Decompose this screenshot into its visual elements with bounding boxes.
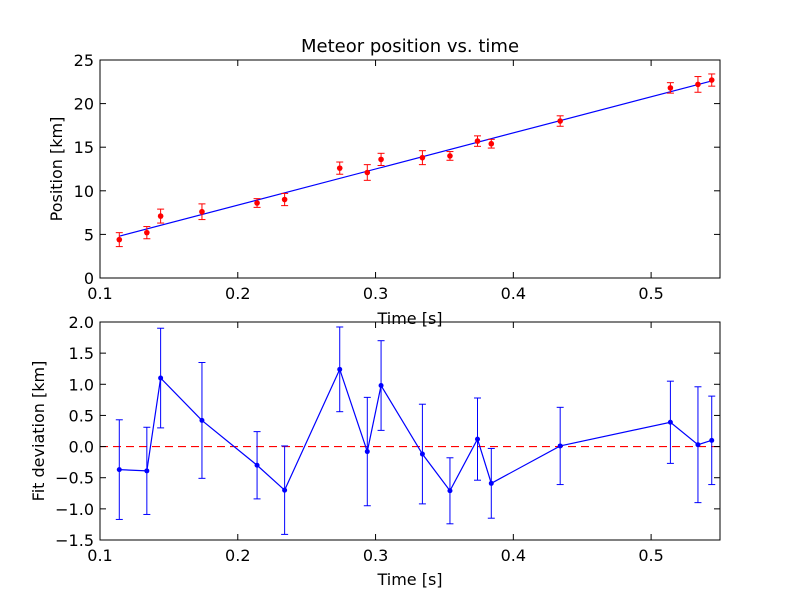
position-data-point — [144, 229, 150, 236]
deviation-data-point — [695, 442, 701, 448]
position-data-point — [474, 138, 481, 144]
position-x-axis-label: Time [s] — [376, 309, 442, 328]
position-x-tick-label: 0.3 — [363, 284, 388, 303]
deviation-data-point — [378, 383, 384, 389]
deviation-data-point — [116, 467, 122, 473]
deviation-data-point — [144, 468, 150, 474]
deviation-y-tick-label: 0.0 — [69, 438, 94, 457]
deviation-y-tick-label: −1.0 — [55, 500, 94, 519]
deviation-x-tick-label: 0.2 — [225, 546, 250, 565]
position-axes-frame — [99, 59, 721, 279]
deviation-y-tick-label: −1.5 — [55, 531, 94, 550]
position-x-tick-label: 0.4 — [501, 284, 526, 303]
position-data-point — [199, 208, 205, 215]
position-x-tick-label: 0.2 — [225, 284, 250, 303]
position-chart: Meteor position vs. time 0.1 0.2 0.3 0.4 0.5… — [47, 36, 721, 328]
position-data-point — [116, 236, 123, 243]
deviation-data-point — [158, 375, 164, 381]
deviation-data-point — [254, 462, 260, 468]
deviation-x-tick-label: 0.5 — [638, 546, 663, 565]
position-data-point — [557, 118, 563, 124]
deviation-data-point — [475, 436, 481, 442]
deviation-data-point — [282, 487, 288, 493]
position-y-tick-label: 25 — [74, 51, 94, 70]
deviation-series-line — [119, 367, 712, 492]
position-data-point — [708, 77, 715, 83]
position-data-point — [419, 154, 426, 161]
position-data-point — [254, 200, 260, 206]
deviation-data-point — [488, 480, 494, 486]
deviation-data-point — [667, 419, 673, 425]
position-data-point — [364, 169, 371, 176]
deviation-x-axis-label: Time [s] — [376, 570, 442, 589]
deviation-axes-frame — [99, 321, 721, 541]
position-y-tick-label: 10 — [74, 182, 94, 201]
deviation-chart: 0.1 0.2 0.3 0.4 0.5 −1.5 −1.0 −0.5 0.0 0.5 1.0 1.5 2… — [29, 313, 721, 589]
position-data-point — [157, 213, 164, 219]
position-x-tick-label: 0.5 — [638, 284, 663, 303]
deviation-data-point — [199, 417, 205, 423]
deviation-x-tick-label: 0.4 — [501, 546, 526, 565]
deviation-data-point — [557, 443, 563, 449]
position-y-tick-label: 5 — [84, 225, 94, 244]
deviation-y-tick-label: 1.0 — [69, 375, 94, 394]
position-y-tick-label: 15 — [74, 138, 94, 157]
deviation-data-point — [419, 451, 425, 457]
position-data-point — [695, 81, 701, 88]
position-y-tick-label: 20 — [74, 95, 94, 114]
position-data-point — [447, 153, 453, 159]
deviation-y-tick-label: −0.5 — [55, 469, 94, 488]
position-data-point — [336, 165, 343, 171]
deviation-y-axis-label: Fit deviation [km] — [29, 361, 48, 502]
deviation-data-point — [364, 449, 370, 455]
position-y-tick-label: 0 — [84, 269, 94, 288]
deviation-data-point — [709, 437, 715, 443]
deviation-y-tick-label: 1.5 — [69, 344, 94, 363]
position-x-tick-label: 0.1 — [87, 284, 112, 303]
chart-title: Meteor position vs. time — [301, 36, 519, 57]
fit-line — [119, 80, 712, 237]
deviation-data-point — [337, 366, 343, 372]
deviation-y-tick-label: 2.0 — [69, 313, 94, 332]
position-data-point — [281, 196, 288, 203]
position-data-point — [378, 156, 384, 163]
position-data-point — [488, 140, 495, 147]
deviation-x-tick-label: 0.1 — [87, 546, 112, 565]
position-y-axis-label: Position [km] — [47, 117, 66, 222]
deviation-data-point — [447, 488, 453, 494]
deviation-y-tick-label: 0.5 — [69, 406, 94, 425]
position-data-point — [667, 85, 674, 91]
deviation-x-tick-label: 0.3 — [363, 546, 388, 565]
